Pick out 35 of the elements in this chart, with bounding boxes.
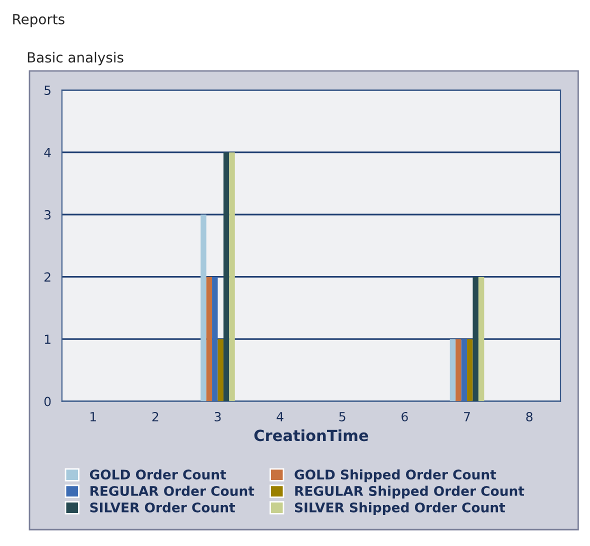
x-tick-label: 7: [464, 412, 470, 422]
legend-label: SILVER Order Count: [90, 502, 236, 512]
y-tick-label: 4: [44, 148, 51, 158]
bar: [472, 276, 478, 402]
x-tick-label: 4: [276, 412, 284, 422]
legend-label: REGULAR Shipped Order Count: [295, 486, 524, 499]
x-tick-label: 3: [214, 412, 221, 422]
bar: [478, 276, 484, 402]
legend-label: REGULAR Order Count: [90, 486, 254, 496]
y-tick-label: 5: [44, 86, 50, 96]
y-tick-label: 1: [44, 334, 50, 344]
x-tick-label: 5: [339, 412, 346, 422]
bar: [212, 276, 218, 402]
y-tick-label: 2: [44, 272, 50, 282]
x-axis-title: CreationTime: [254, 429, 368, 442]
y-tick-label: 3: [44, 210, 51, 220]
bar: [206, 276, 212, 402]
bar: [467, 339, 473, 402]
bar: [223, 152, 230, 402]
bar: [218, 339, 224, 402]
chart-subtitle: Basic analysis: [28, 52, 124, 66]
bar: [229, 152, 235, 402]
x-tick-label: 8: [526, 412, 532, 422]
legend-label: GOLD Order Count: [90, 469, 226, 480]
bar: [450, 339, 456, 402]
x-tick-label: 1: [90, 412, 96, 422]
legend-label: GOLD Shipped Order Count: [294, 469, 496, 482]
x-tick-label: 2: [152, 412, 158, 422]
bar: [461, 339, 468, 402]
chart-title: Reports: [13, 14, 64, 28]
bar: [200, 214, 206, 402]
y-tick-label: 0: [44, 396, 51, 406]
bar: [456, 339, 462, 402]
x-tick-label: 6: [402, 412, 408, 422]
legend-label: SILVER Shipped Order Count: [294, 502, 506, 516]
